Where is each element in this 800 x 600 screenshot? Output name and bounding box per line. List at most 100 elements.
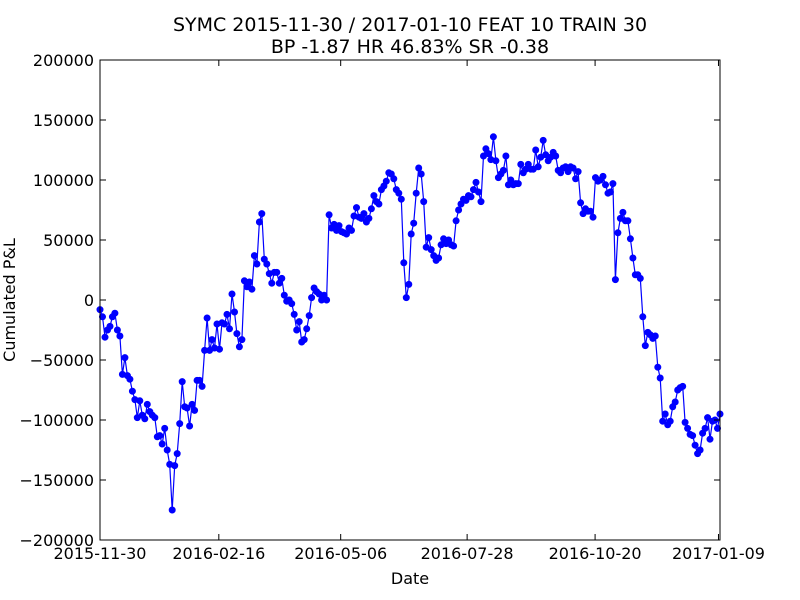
data-point: [626, 235, 634, 243]
data-point: [258, 210, 266, 218]
x-tick-label: 2016-05-06: [294, 544, 387, 563]
data-point: [323, 296, 331, 304]
data-point: [263, 260, 271, 268]
data-point: [484, 150, 492, 158]
data-point: [113, 326, 121, 334]
data-point: [198, 382, 206, 390]
data-point: [611, 276, 619, 284]
data-point: [614, 229, 622, 237]
data-point: [420, 198, 428, 206]
data-point: [704, 414, 712, 422]
data-point: [455, 206, 463, 214]
series-layer: [96, 133, 724, 514]
data-point: [116, 332, 124, 340]
data-point: [347, 226, 355, 234]
data-point: [168, 506, 176, 514]
y-tick-label: −100000: [20, 411, 94, 430]
y-tick-label: −150000: [20, 471, 94, 490]
data-point: [255, 218, 263, 226]
data-point: [574, 168, 582, 176]
data-point: [706, 435, 714, 443]
data-point: [467, 193, 475, 201]
data-point: [300, 336, 308, 344]
data-point: [661, 410, 669, 418]
data-point: [143, 400, 151, 408]
data-point: [606, 188, 614, 196]
data-point: [238, 336, 246, 344]
data-point: [365, 214, 373, 222]
data-point: [191, 406, 199, 414]
plot-area: [99, 59, 721, 541]
data-point: [360, 210, 368, 218]
data-point: [176, 420, 184, 428]
data-point: [382, 177, 390, 185]
data-point: [534, 163, 542, 171]
chart-title-line1: SYMC 2015-11-30 / 2017-01-10 FEAT 10 TRA…: [173, 14, 647, 36]
data-point: [156, 432, 164, 440]
data-point: [278, 274, 286, 282]
data-point: [305, 312, 313, 320]
series-line: [99, 136, 721, 511]
x-tick-label: 2017-01-09: [672, 544, 765, 563]
data-point: [701, 424, 709, 432]
data-point: [477, 198, 485, 206]
data-point: [128, 387, 136, 395]
data-point: [235, 343, 243, 351]
data-point: [231, 308, 239, 316]
data-point: [619, 208, 627, 216]
data-point: [303, 325, 311, 333]
data-point: [186, 422, 194, 430]
data-point: [666, 417, 674, 425]
data-point: [352, 204, 360, 212]
y-tick-label: 200000: [33, 51, 94, 70]
y-axis: 200000 150000 100000 50000 0 −50000 −100000 −15…: [20, 51, 720, 550]
data-point: [517, 160, 525, 168]
data-point: [586, 207, 594, 215]
data-point: [577, 199, 585, 207]
data-point: [248, 285, 256, 293]
data-point: [203, 314, 211, 322]
data-point: [552, 152, 560, 160]
data-point: [367, 205, 375, 213]
data-point: [412, 189, 420, 197]
data-point: [158, 440, 166, 448]
data-point: [161, 424, 169, 432]
data-point: [106, 322, 114, 330]
data-point: [417, 170, 425, 178]
data-point: [656, 374, 664, 382]
x-tick-label: 2015-11-30: [54, 544, 147, 563]
data-point: [472, 178, 480, 186]
data-point: [601, 181, 609, 189]
data-point: [492, 157, 500, 165]
data-point: [151, 414, 159, 422]
data-point: [375, 200, 383, 208]
data-point: [370, 192, 378, 200]
data-point: [171, 462, 179, 470]
data-point: [609, 180, 617, 188]
x-axis: 2015-11-30 2016-02-16 2016-05-06 2016-07-28…: [54, 60, 765, 563]
data-point: [624, 217, 632, 225]
data-point: [659, 417, 667, 425]
chart-title-line2: BP -1.87 HR 46.83% SR -0.38: [271, 36, 549, 58]
x-axis-label: Date: [391, 569, 429, 588]
data-point: [293, 326, 301, 334]
data-point: [188, 400, 196, 408]
data-point: [539, 136, 547, 144]
data-point: [290, 310, 298, 318]
data-point: [679, 382, 687, 390]
data-point: [196, 376, 204, 384]
data-point: [288, 300, 296, 308]
data-point: [502, 152, 510, 160]
data-point: [629, 254, 637, 262]
data-point: [173, 450, 181, 458]
data-point: [136, 397, 144, 405]
y-tick-label: 50000: [43, 231, 94, 250]
x-tick-label: 2016-02-16: [172, 544, 265, 563]
data-point: [141, 415, 149, 423]
y-tick-label: 0: [84, 291, 94, 310]
data-point: [689, 432, 697, 440]
data-point: [407, 230, 415, 238]
data-point: [696, 446, 704, 454]
data-point: [163, 446, 171, 454]
data-point: [99, 313, 107, 321]
